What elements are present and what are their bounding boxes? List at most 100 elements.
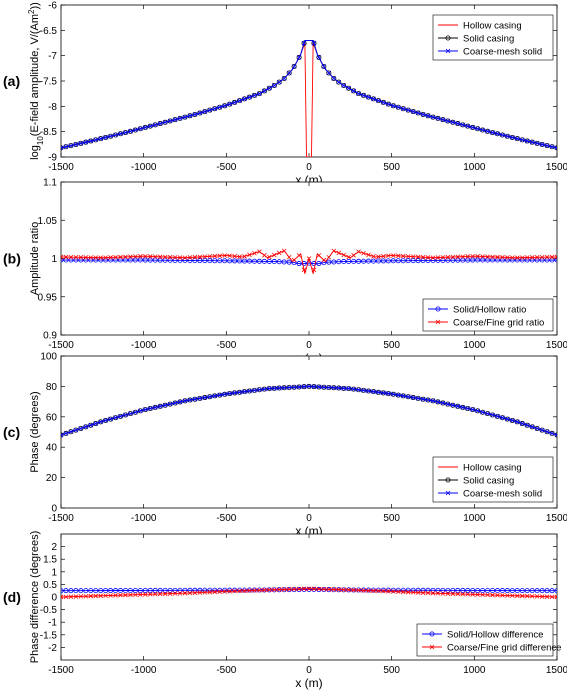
- y-tick-label: -2: [48, 643, 57, 654]
- data-point: [370, 258, 376, 264]
- data-point: [247, 252, 252, 258]
- data-point: [534, 141, 540, 146]
- data-point: [61, 594, 64, 600]
- data-point: [455, 121, 461, 127]
- data-point: [544, 143, 550, 149]
- data-point: [395, 104, 401, 110]
- x-tick-label: 0: [306, 665, 312, 676]
- data-point: [440, 117, 446, 123]
- data-point: [217, 104, 223, 110]
- data-point: [405, 107, 411, 113]
- data-point: [450, 254, 456, 260]
- data-point: [311, 40, 317, 46]
- data-point: [103, 593, 108, 598]
- data-point: [296, 55, 302, 60]
- data-point: [172, 591, 178, 596]
- data-point: [326, 70, 332, 76]
- data-point: [143, 253, 148, 259]
- data-point: [217, 104, 223, 110]
- data-point: [534, 594, 540, 599]
- data-point: [524, 422, 530, 428]
- y-tick-label: 0: [51, 593, 57, 604]
- data-point: [435, 591, 441, 596]
- y-tick-label: -0.5: [40, 605, 58, 616]
- x-tick-label: 1500: [546, 340, 567, 351]
- data-point: [88, 138, 94, 144]
- data-point: [207, 394, 213, 400]
- data-point: [475, 126, 480, 132]
- data-point: [435, 257, 441, 263]
- data-point: [554, 257, 557, 263]
- data-point: [187, 113, 193, 119]
- data-point: [544, 143, 550, 148]
- data-point: [93, 255, 99, 260]
- x-tick-label: 1000: [463, 513, 486, 524]
- x-tick-label: 1000: [463, 162, 486, 173]
- data-point: [276, 79, 282, 85]
- data-point: [113, 257, 119, 263]
- series-group: [61, 383, 557, 438]
- data-point: [108, 255, 113, 260]
- data-point: [351, 253, 356, 258]
- data-point: [108, 416, 114, 422]
- data-point: [113, 132, 118, 138]
- data-point: [78, 594, 84, 599]
- data-point: [465, 591, 471, 597]
- data-point: [480, 587, 486, 593]
- data-point: [336, 79, 342, 85]
- data-point: [316, 261, 322, 267]
- data-point: [232, 253, 237, 259]
- data-point: [261, 258, 267, 264]
- data-point: [435, 399, 441, 405]
- data-point: [539, 257, 545, 263]
- data-point: [98, 136, 104, 142]
- data-point: [93, 588, 99, 594]
- data-point: [485, 254, 490, 259]
- data-point: [500, 132, 505, 138]
- series-group: [61, 586, 557, 600]
- data-point: [162, 402, 168, 408]
- data-point: [222, 103, 227, 109]
- data-point: [470, 407, 476, 413]
- data-point: [395, 587, 401, 593]
- data-point: [301, 261, 307, 267]
- data-point: [420, 112, 426, 117]
- data-point: [539, 142, 545, 147]
- data-point: [182, 587, 188, 593]
- data-point: [529, 139, 535, 145]
- data-point: [197, 110, 203, 116]
- data-point: [78, 425, 84, 431]
- data-point: [88, 422, 94, 428]
- data-point: [306, 586, 312, 592]
- data-point: [385, 587, 391, 593]
- data-point: [494, 588, 500, 594]
- legend-marker: [445, 490, 451, 496]
- data-point: [445, 118, 451, 124]
- data-point: [227, 391, 232, 396]
- data-point: [465, 406, 471, 411]
- data-point: [306, 586, 312, 591]
- data-point: [207, 254, 213, 259]
- data-point: [321, 257, 327, 263]
- legend: Solid/Hollow ratio Coarse/Fine grid ratio: [422, 298, 554, 332]
- y-tick-label: 1.5: [43, 555, 57, 566]
- data-point: [450, 402, 456, 408]
- data-point: [61, 432, 64, 438]
- data-point: [306, 384, 312, 389]
- data-point: [514, 419, 520, 425]
- data-point: [237, 258, 243, 264]
- data-point: [93, 421, 99, 427]
- data-point: [177, 257, 183, 263]
- y-tick-label: 2: [51, 542, 57, 553]
- data-point: [137, 257, 143, 263]
- y-tick-label: -7.5: [40, 77, 58, 88]
- data-point: [68, 588, 74, 594]
- data-point: [177, 116, 183, 121]
- data-point: [138, 254, 143, 259]
- data-point: [534, 588, 540, 594]
- data-point: [286, 259, 292, 265]
- data-point: [549, 144, 555, 150]
- data-point: [420, 258, 426, 264]
- data-point: [251, 258, 257, 264]
- y-tick-label: 20: [46, 473, 58, 484]
